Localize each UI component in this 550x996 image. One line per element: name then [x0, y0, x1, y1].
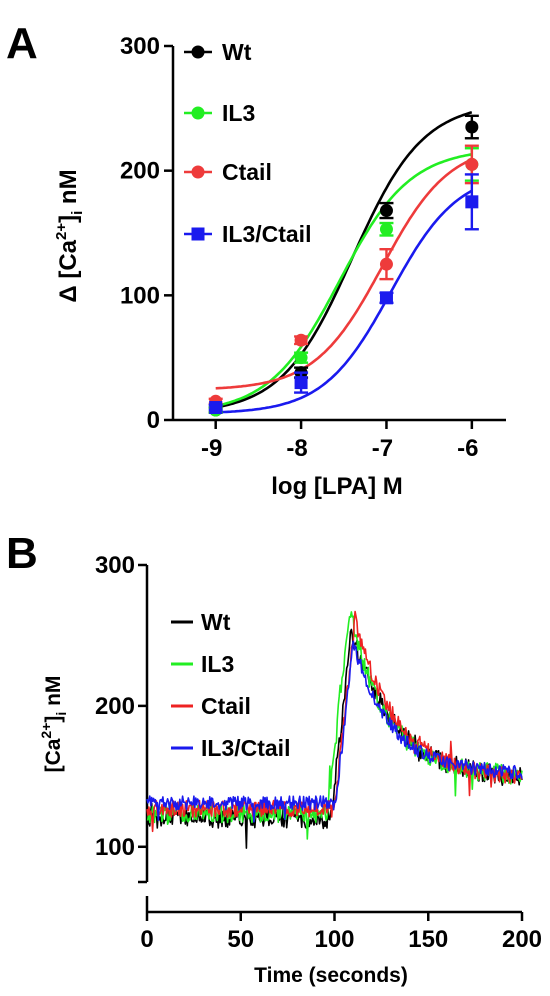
panel-b-traces [146, 610, 523, 849]
fit-curve-wt [215, 111, 473, 409]
panel-a-letter: A [6, 19, 38, 68]
legend-label-il3-ctail: IL3/Ctail [222, 221, 311, 247]
legend-label-wt: Wt [222, 39, 252, 65]
legend-label-ctail: Ctail [222, 159, 272, 185]
legend-marker-il3-ctail [191, 227, 205, 241]
panel-b-x-tick-label: 0 [140, 926, 153, 953]
panel-a-y-tick-label: 100 [120, 282, 160, 309]
panel-a-y-title-prefix: Δ [Ca [55, 239, 82, 302]
panel-a-x-tick-label: -6 [457, 435, 478, 462]
data-point-il3 [294, 351, 308, 365]
panel-b-y-title-prefix: [Ca [42, 738, 65, 772]
panel-a-x-tick-label: -9 [201, 435, 222, 462]
panel-a-fit-curves [215, 111, 473, 414]
panel-a-y-title-sub: i [69, 211, 86, 215]
legend-label-il3-ctail: IL3/Ctail [201, 735, 290, 761]
data-point-ctail [465, 157, 479, 171]
data-point-ctail [379, 257, 393, 271]
panel-b-y-tick-label: 100 [95, 834, 135, 861]
legend-label-wt: Wt [201, 609, 231, 635]
panel-b-y-title-suffix: nM [42, 676, 65, 712]
panel-a-x-tick-label: -8 [286, 435, 307, 462]
data-point-il3-ctail [379, 291, 393, 305]
legend-label-il3: IL3 [201, 651, 234, 677]
panel-b-chart: 100 200 300 0 50 100 150 200 Wt IL3 Ctail IL3/Ctai… [38, 552, 542, 987]
data-point-il3-ctail [209, 401, 223, 415]
panel-b-letter: B [6, 529, 38, 578]
data-point-il3-ctail [465, 195, 479, 209]
data-point-il3-ctail [294, 376, 308, 390]
legend-label-il3: IL3 [222, 100, 255, 126]
trace-il3-ctail [146, 640, 523, 823]
data-point-wt [465, 120, 479, 134]
panel-a-x-tick-label: -7 [372, 435, 393, 462]
panel-b-y-title-mid: ] [42, 716, 65, 723]
panel-b-y-axis-title: [Ca2+]i nM [38, 676, 69, 773]
panel-b-x-tick-label: 150 [408, 926, 448, 953]
panel-b-x-tick-label: 200 [502, 926, 542, 953]
legend-label-ctail: Ctail [201, 693, 251, 719]
panel-a-y-tick-label: 200 [120, 158, 160, 185]
panel-a-y-axis-title: Δ [Ca2+]i nM [53, 169, 86, 302]
fit-curve-il3-ctail [215, 189, 473, 414]
data-point-ctail [294, 333, 308, 347]
panel-a-axes: 0 100 200 300 -9 -8 -7 -6 [120, 33, 506, 462]
fit-curve-il3 [215, 153, 473, 408]
panel-a-y-tick-label: 0 [147, 407, 160, 434]
panel-a-x-axis-title: log [LPA] M [271, 473, 403, 500]
panel-a-legend: Wt IL3 Ctail IL3/Ctail [184, 39, 311, 247]
panel-b-y-tick-label: 300 [95, 552, 135, 579]
data-point-il3 [379, 222, 393, 236]
panel-b-x-tick-label: 50 [227, 926, 254, 953]
panel-a-y-tick-label: 300 [120, 33, 160, 60]
legend-marker-il3 [191, 106, 205, 120]
panel-a-y-title-mid: ] [55, 215, 82, 223]
panel-b-y-title-sup: 2+ [38, 723, 54, 739]
fit-curve-ctail [215, 158, 473, 390]
panel-b-x-axis-title: Time (seconds) [254, 964, 408, 987]
data-point-wt [379, 204, 393, 218]
legend-marker-ctail [191, 165, 205, 179]
panel-b-x-tick-label: 100 [314, 926, 354, 953]
legend-marker-wt [191, 45, 205, 59]
panel-a-data-points [208, 114, 479, 417]
panel-b-y-tick-label: 200 [95, 693, 135, 720]
panel-b-y-title-sub: i [53, 712, 69, 716]
panel-b-legend: Wt IL3 Ctail IL3/Ctail [171, 609, 290, 761]
panel-b-axes: 100 200 300 0 50 100 150 200 [95, 552, 542, 953]
panel-a-chart: 0 100 200 300 -9 -8 -7 -6 Wt IL3 Ctail IL3/Ctail l… [53, 33, 506, 500]
panel-a-y-title-sup: 2+ [53, 223, 70, 240]
panel-a-y-title-suffix: nM [55, 169, 82, 210]
